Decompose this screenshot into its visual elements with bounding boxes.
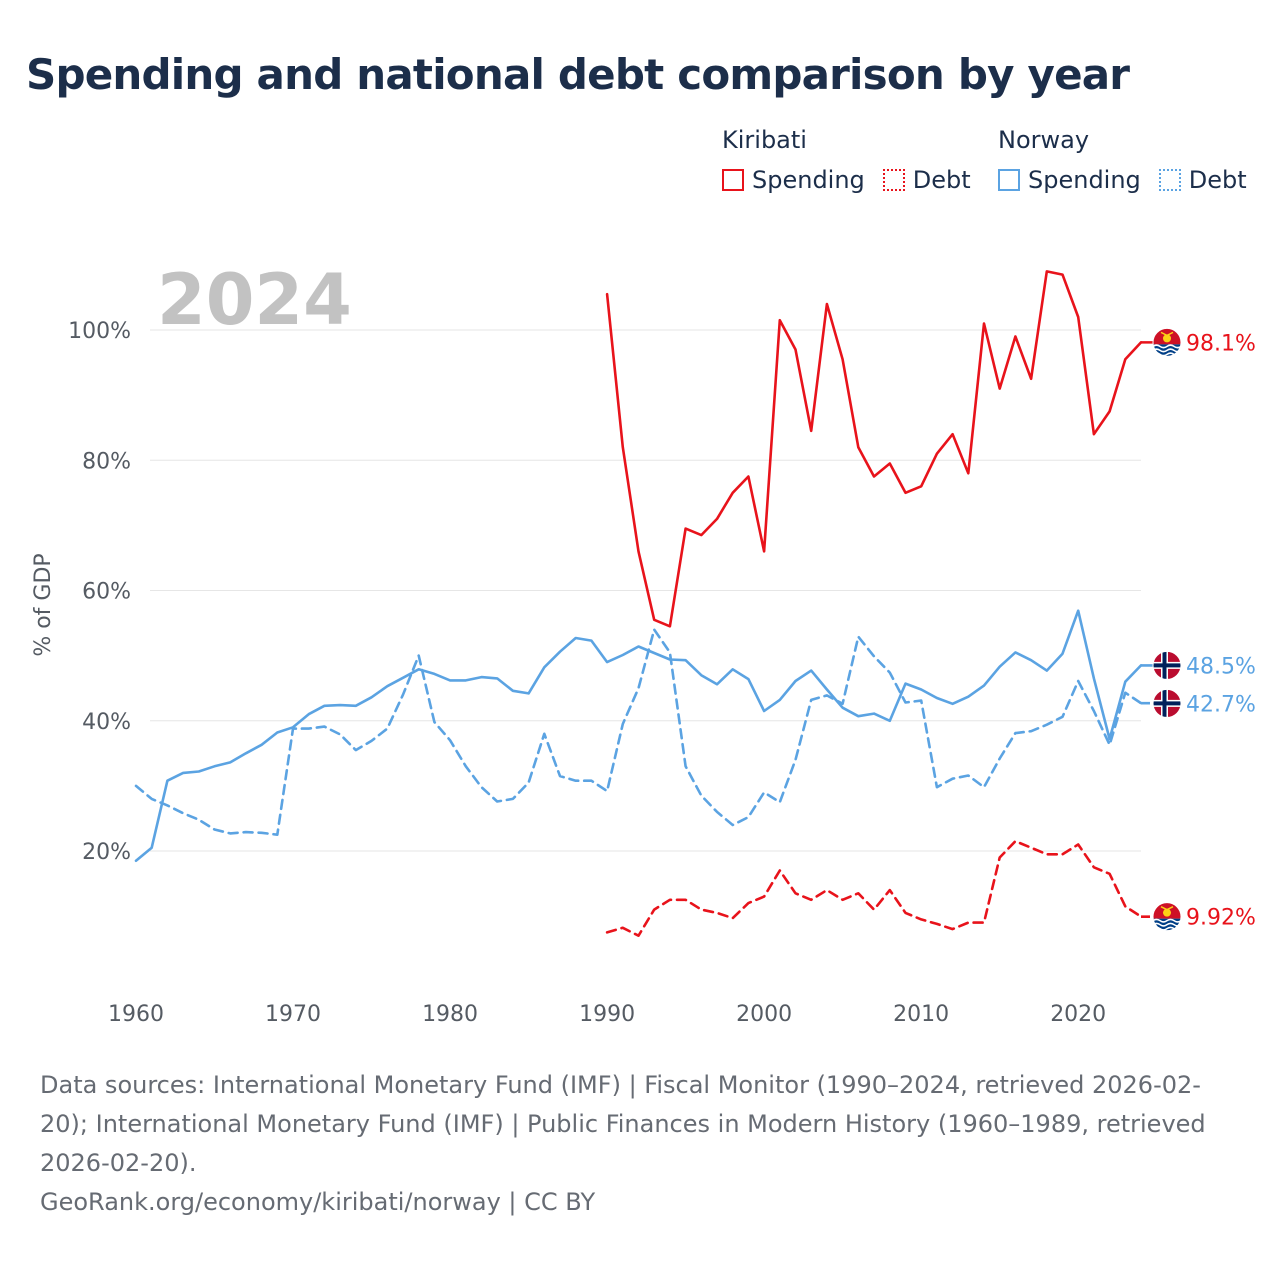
legend-country-norway: Norway: [998, 126, 1090, 154]
legend-swatch-solid: [722, 169, 744, 191]
flag-norway-icon: [1152, 650, 1182, 680]
page-title: Spending and national debt comparison by…: [26, 50, 1130, 99]
end-labels: 98.1% 48.5% 42.7% 9.92%: [1152, 327, 1256, 932]
legend-label-kiribati-debt: Debt: [912, 166, 971, 194]
flag-norway-icon: [1152, 688, 1182, 718]
legend-item-kiribati-spending[interactable]: Spending: [722, 166, 865, 194]
series-line-norway-spending[interactable]: [134, 609, 1143, 863]
footer: Data sources: International Monetary Fun…: [40, 1066, 1240, 1222]
legend-swatch-solid: [998, 169, 1020, 191]
series-lines: [134, 270, 1160, 938]
series-line-norway-debt[interactable]: [134, 628, 1143, 837]
y-tick-label: 80%: [82, 449, 131, 474]
legend-swatch-dotted: [1158, 169, 1181, 191]
x-tick-label: 2010: [893, 1002, 949, 1027]
y-tick-label: 100%: [68, 319, 131, 344]
flag-kiribati-icon: [1152, 327, 1182, 357]
legend-country-kiribati: Kiribati: [722, 126, 807, 154]
x-tick-label: 1960: [108, 1002, 164, 1027]
legend-item-norway-debt[interactable]: Debt: [1158, 166, 1247, 194]
series-line-kiribati-spending[interactable]: [605, 270, 1143, 628]
series-line-kiribati-debt[interactable]: [605, 839, 1143, 938]
x-axis-ticks: 1960 1970 1980 1990 2000 2010 2020: [108, 1002, 1106, 1027]
legend-item-norway-spending[interactable]: Spending: [998, 166, 1141, 194]
y-tick-label: 40%: [82, 710, 131, 735]
x-tick-label: 2000: [736, 1002, 792, 1027]
legend-label-kiribati-spending: Spending: [752, 166, 865, 194]
end-label: 98.1%: [1186, 331, 1256, 356]
x-tick-label: 2020: [1050, 1002, 1106, 1027]
legend-group-kiribati: Kiribati Spending Debt: [722, 126, 989, 194]
end-label: 9.92%: [1186, 906, 1256, 931]
x-tick-label: 1970: [265, 1002, 321, 1027]
y-axis-ticks: 20% 40% 60% 80% 100%: [68, 319, 131, 865]
legend-label-norway-spending: Spending: [1028, 166, 1141, 194]
gridlines: [150, 329, 1141, 852]
footer-attribution[interactable]: GeoRank.org/economy/kiribati/norway | CC…: [40, 1188, 596, 1216]
chart: 2024 % of GDP 20%40%60%80%100% 1960 1970 1…: [31, 259, 1256, 1027]
flag-kiribati-icon: [1152, 902, 1182, 932]
y-tick-label: 20%: [82, 840, 131, 865]
y-tick-label: 60%: [82, 580, 131, 605]
x-tick-label: 1980: [422, 1002, 478, 1027]
legend-swatch-dotted: [882, 169, 905, 191]
end-label: 42.7%: [1186, 692, 1256, 717]
end-label: 48.5%: [1186, 654, 1256, 679]
footer-sources: Data sources: International Monetary Fun…: [40, 1071, 1206, 1177]
legend-item-kiribati-debt[interactable]: Debt: [882, 166, 971, 194]
y-axis-label: % of GDP: [31, 553, 56, 656]
x-tick-label: 1990: [579, 1002, 635, 1027]
legend-group-norway: Norway Spending Debt: [998, 126, 1265, 194]
legend-label-norway-debt: Debt: [1188, 166, 1247, 194]
year-watermark: 2024: [157, 259, 352, 341]
